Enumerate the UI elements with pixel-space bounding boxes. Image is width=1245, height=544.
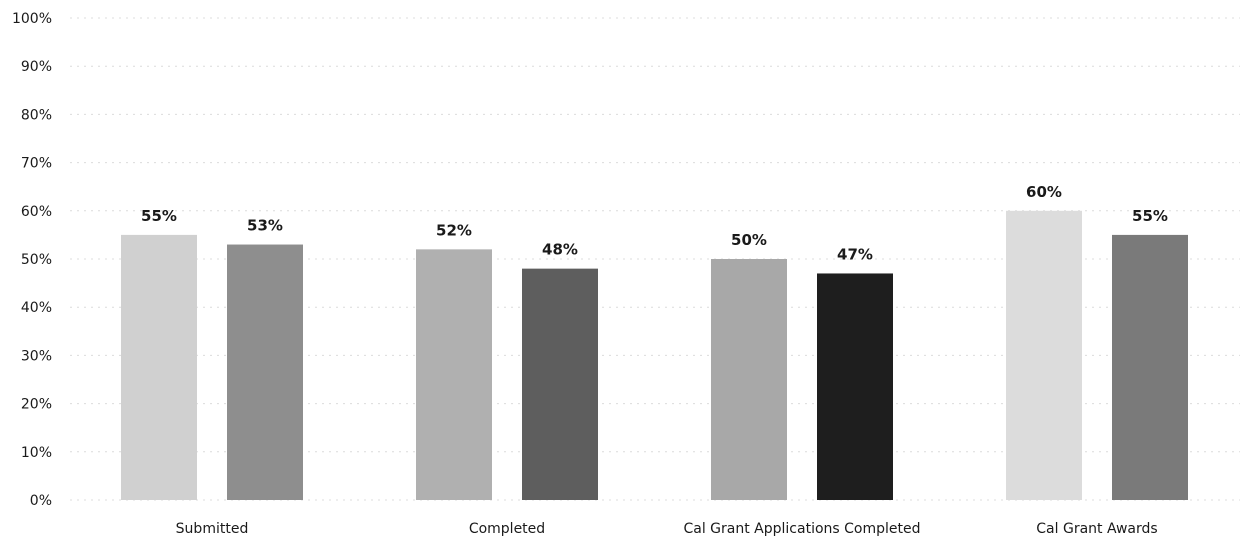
y-axis-tick-labels: 0% 10% 20% 30% 40% 50% 60% 70% 80% 90% 100% [12,11,52,509]
category-label: Cal Grant Applications Completed [683,521,920,537]
y-tick-label: 90% [21,59,52,75]
bar-4-series-1 [1006,210,1082,501]
bar-3-series-1 [711,259,787,500]
category-label: Completed [469,521,545,537]
bar-3-series-2 [817,273,893,500]
bars [121,210,1188,501]
y-tick-label: 100% [12,11,52,27]
data-labels: 55% 52% 50% 60% 53% 48% 47% 55% [141,183,1168,264]
bar-2-series-1 [416,249,492,500]
y-tick-label: 20% [21,397,52,413]
data-label: 48% [542,241,578,259]
data-label: 55% [141,207,177,225]
y-tick-label: 40% [21,300,52,316]
category-label: Cal Grant Awards [1036,521,1157,537]
y-tick-label: 50% [21,252,52,268]
bar-1-series-1 [121,234,197,500]
bar-4-series-2 [1112,234,1188,500]
bar-2-series-2 [522,268,598,500]
data-label: 47% [837,245,873,263]
data-label: 50% [731,231,767,249]
y-tick-label: 30% [21,348,52,364]
data-label: 55% [1132,207,1168,225]
y-tick-label: 0% [30,493,52,509]
bar-1-series-2 [227,244,303,500]
y-tick-label: 70% [21,156,52,172]
y-tick-label: 60% [21,204,52,220]
y-tick-label: 10% [21,445,52,461]
data-label: 53% [247,217,283,235]
category-label: Submitted [176,521,249,537]
data-label: 52% [436,221,472,239]
y-tick-label: 80% [21,107,52,123]
x-axis-category-labels: Submitted Completed Cal Grant Applications… [176,521,1158,537]
data-label: 60% [1026,183,1062,201]
